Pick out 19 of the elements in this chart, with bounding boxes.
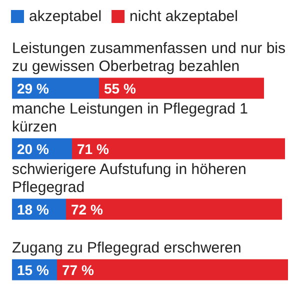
data-label: 29 % bbox=[17, 80, 50, 96]
bar bbox=[57, 259, 288, 280]
y-tick-label: Leistungen zusammenfassen und nur bis zu gewissen Oberbetrag bezahlen bbox=[12, 40, 290, 75]
data-label: 55 % bbox=[104, 80, 136, 96]
data-label: 18 % bbox=[17, 201, 50, 218]
bar bbox=[66, 198, 282, 220]
legend-label: akzeptabel bbox=[29, 8, 102, 25]
data-label: 77 % bbox=[62, 262, 94, 278]
bar bbox=[12, 78, 99, 99]
bar bbox=[72, 138, 285, 160]
y-tick-label: manche Leistungen in Pflegegrad 1 kürzen bbox=[12, 100, 252, 136]
data-label: 72 % bbox=[71, 201, 104, 218]
y-tick-label: schwierigere Aufstufung in höheren Pflegegrad bbox=[12, 160, 250, 196]
data-label: 15 % bbox=[17, 262, 50, 278]
data-label: 20 % bbox=[17, 140, 50, 157]
y-tick-label: Zugang zu Pflegegrad erschweren bbox=[12, 239, 242, 256]
legend-label: nicht akzeptabel bbox=[130, 8, 238, 25]
data-label: 71 % bbox=[77, 140, 110, 157]
bar bbox=[99, 78, 264, 99]
